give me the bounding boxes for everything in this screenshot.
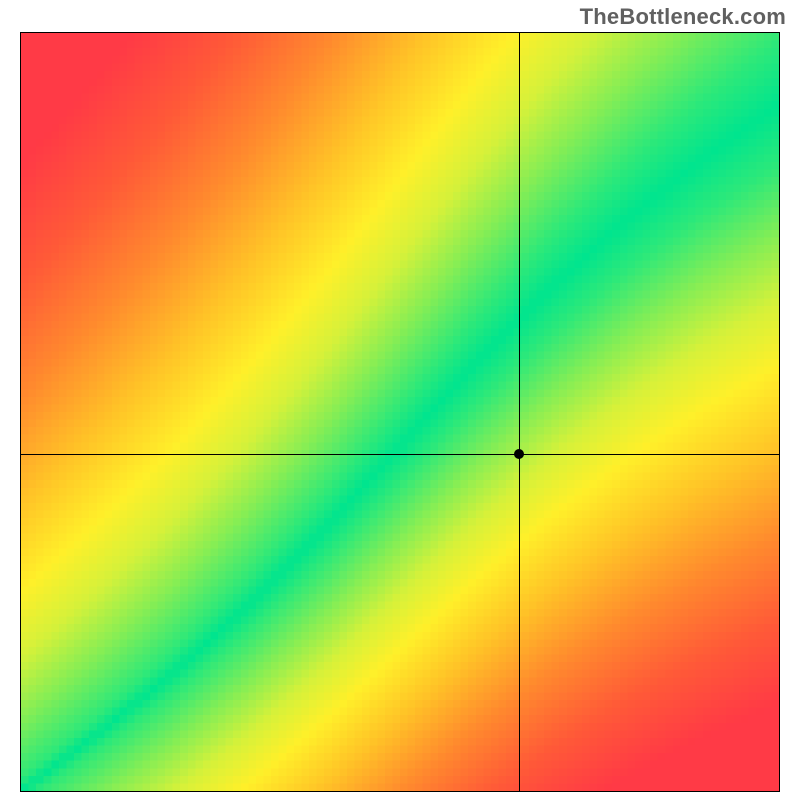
- watermark-text: TheBottleneck.com: [580, 4, 786, 30]
- crosshair-horizontal-line: [21, 454, 779, 455]
- plot-area: [20, 32, 780, 792]
- bottleneck-heatmap: [21, 33, 779, 791]
- figure-container: TheBottleneck.com: [0, 0, 800, 800]
- selection-marker-dot: [514, 449, 524, 459]
- crosshair-vertical-line: [519, 33, 520, 791]
